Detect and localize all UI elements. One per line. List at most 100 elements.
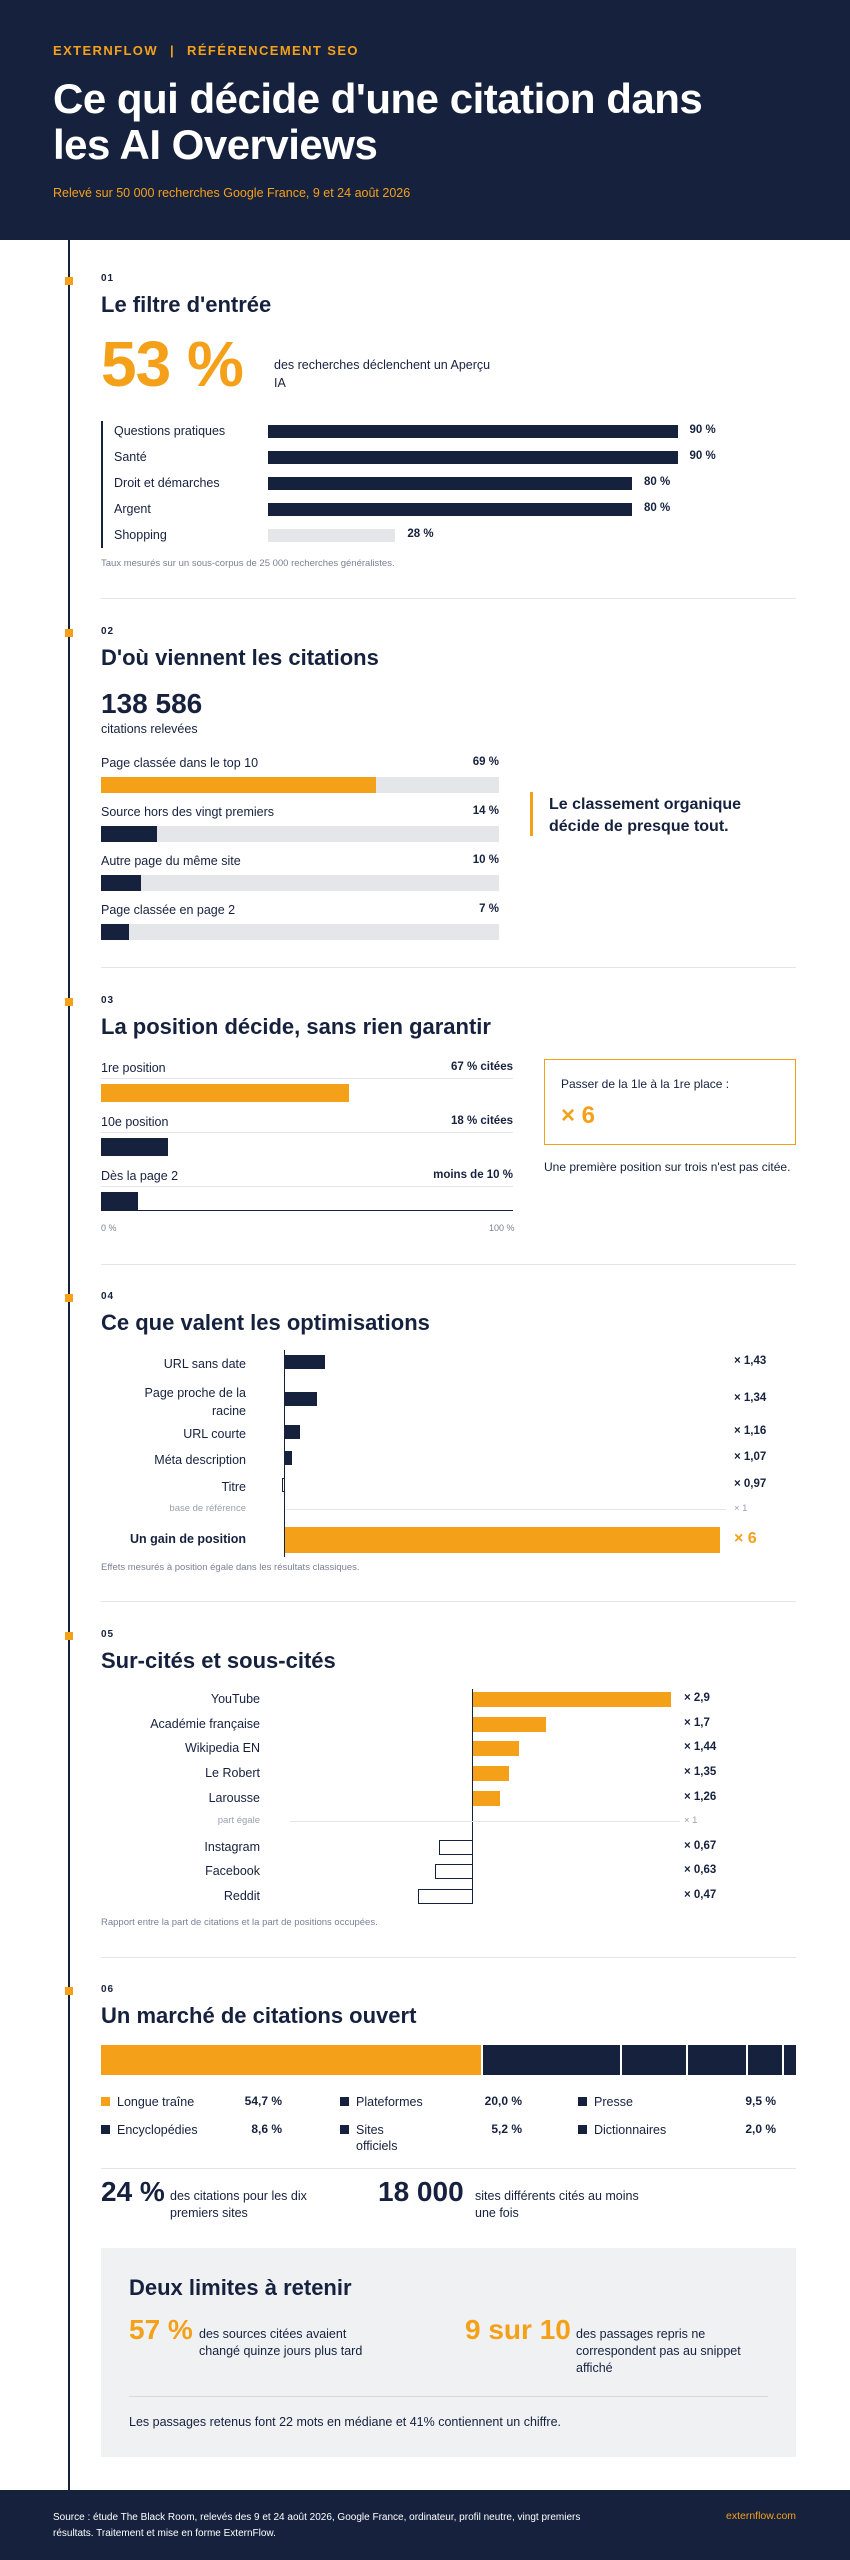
bar (285, 1425, 301, 1439)
position-value: 18 % citées (450, 1115, 513, 1127)
legend-label: Presse (594, 2095, 633, 2109)
baseline-rule (286, 1509, 726, 1510)
bar-value: 90 % (689, 424, 716, 436)
legend-swatch (340, 2097, 349, 2106)
ratio-value: × 0,63 (684, 1864, 717, 1876)
section-position: 03 La position décide, sans rien garanti… (101, 995, 796, 1040)
stacked-segment (745, 2045, 783, 2075)
site-label: YouTube (210, 1692, 260, 1706)
bar (282, 1478, 285, 1492)
footer-link[interactable]: externflow.com (726, 2510, 797, 2522)
bar (473, 1692, 671, 1707)
limits-footnote: Les passages retenus font 22 mots en méd… (129, 2415, 561, 2429)
gain-bar (285, 1527, 720, 1553)
section-number: 03 (101, 995, 115, 1006)
section-title: Ce que valent les optimisations (101, 1310, 430, 1335)
row-rule (101, 1132, 513, 1133)
section-divider (101, 1264, 796, 1265)
limits-divider (129, 2396, 768, 2397)
multiplier-value: × 1,34 (734, 1392, 767, 1404)
section-optimisations: 04 Ce que valent les optimisations (101, 1291, 796, 1336)
category-label: Santé (114, 450, 147, 464)
big-stat: 138 586 (101, 688, 203, 719)
section-title: Un marché de citations ouvert (101, 2003, 417, 2028)
header-kicker: EXTERNFLOW | RÉFÉRENCEMENT SEO (53, 43, 359, 58)
multiplier-value: × 1,07 (734, 1451, 767, 1463)
optimisation-label: Titre (221, 1480, 246, 1494)
section-number: 06 (101, 1984, 115, 1995)
footer: Source : étude The Black Room, relevés d… (0, 2490, 850, 2560)
ratio-value: × 1,7 (684, 1717, 710, 1729)
big-stat: 53 % (101, 328, 244, 400)
callout-box: Passer de la 1le à la 1re place : × 6 (544, 1059, 796, 1145)
category-label: Droit et démarches (114, 476, 220, 490)
multiplier-value: × 1,16 (734, 1425, 767, 1437)
section-divider (101, 1957, 796, 1958)
optimisation-label: Page proche de la racine (144, 1386, 246, 1418)
bar-value: 90 % (689, 450, 716, 462)
stacked-segment (782, 2045, 796, 2075)
legend-swatch (340, 2125, 349, 2134)
section-title: Le filtre d'entrée (101, 292, 272, 317)
bar (268, 425, 678, 438)
big-stat-text: des recherches déclenchent un Aperçu IA (274, 358, 491, 390)
bar (438, 1840, 473, 1855)
bar-fill (101, 924, 129, 940)
legend-label: Plateformes (356, 2095, 423, 2109)
legend-label: Longue traîne (117, 2095, 195, 2109)
position-value: moins de 10 % (433, 1169, 513, 1181)
timeline-marker (65, 1294, 73, 1302)
site-label: Académie française (150, 1717, 260, 1731)
category-label: Questions pratiques (114, 424, 226, 438)
header: EXTERNFLOW | RÉFÉRENCEMENT SEO Ce qui déci… (0, 0, 850, 240)
page-subtitle: Relevé sur 50 000 recherches Google Fran… (53, 186, 411, 200)
baseline-axis (284, 1350, 285, 1557)
limit-b-stat: 9 sur 10 (465, 2314, 571, 2345)
baseline-value: × 1 (734, 1503, 748, 1514)
timeline-marker (65, 1632, 73, 1640)
section-entry-filter: 01 Le filtre d'entrée (101, 273, 796, 318)
bar (285, 1355, 326, 1369)
stat-distinct-sites: 18 000 (378, 2176, 464, 2207)
section-citation-market: 06 Un marché de citations ouvert (101, 1984, 796, 2029)
section-over-under-cited: 05 Sur-cités et sous-cités (101, 1629, 796, 1674)
multiplier-value: × 1,43 (734, 1355, 767, 1367)
source-value: 69 % (472, 756, 499, 768)
legend-label: Encyclopédies (117, 2123, 198, 2137)
gain-value: × 6 (734, 1530, 757, 1547)
section-divider (101, 2168, 796, 2169)
section-divider (101, 967, 796, 968)
axis-line (101, 1210, 513, 1211)
site-label: Reddit (223, 1889, 260, 1903)
bar (473, 1741, 519, 1756)
source-label: Autre page du même site (101, 854, 241, 868)
ratio-value: × 1,35 (684, 1766, 717, 1778)
limit-a-text: des sources citées avaient changé quinze… (199, 2327, 363, 2358)
chart-note: Taux mesurés sur un sous-corpus de 25 00… (101, 558, 395, 569)
ratio-value: × 0,67 (684, 1840, 717, 1852)
position-label: 10e position (101, 1115, 169, 1129)
big-stat-text: citations relevées (101, 722, 198, 736)
page-title: Ce qui décide d'une citation dans les AI… (53, 75, 703, 168)
section-divider (101, 1601, 796, 1602)
timeline-marker (65, 277, 73, 285)
bar-value: 28 % (407, 528, 434, 540)
multiplier-value: × 0,97 (734, 1478, 767, 1490)
bar (285, 1451, 292, 1465)
legend-label: Sites officiels (356, 2123, 398, 2153)
axis-min: 0 % (101, 1223, 117, 1233)
source-label: Page classée dans le top 10 (101, 756, 259, 770)
stacked-segment (620, 2045, 687, 2075)
bar (417, 1889, 473, 1904)
section-title: D'où viennent les citations (101, 645, 379, 670)
bar-track (101, 924, 499, 940)
legend-swatch (578, 2097, 587, 2106)
timeline-marker (65, 998, 73, 1006)
stat-distinct-sites-text: sites différents cités au moins une fois (475, 2189, 639, 2220)
bar (268, 529, 396, 542)
footer-source: Source : étude The Black Room, relevés d… (53, 2512, 581, 2539)
legend-swatch (578, 2125, 587, 2134)
quote-accent (530, 792, 533, 836)
section-citation-sources: 02 D'où viennent les citations (101, 626, 796, 671)
source-label: Page classée en page 2 (101, 903, 236, 917)
